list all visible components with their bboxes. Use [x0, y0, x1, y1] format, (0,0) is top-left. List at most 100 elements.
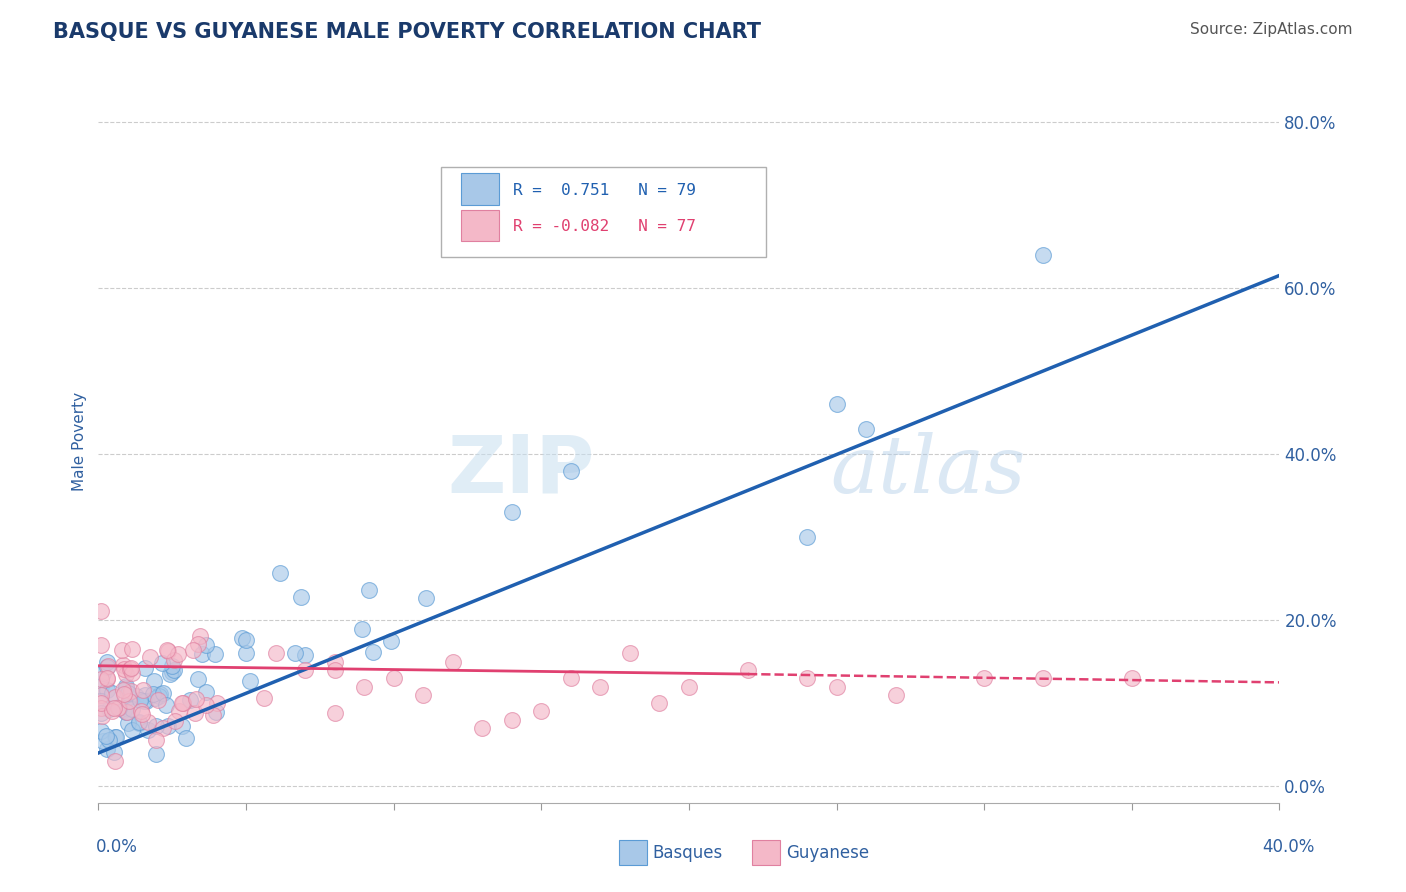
- Point: [112, 687, 135, 701]
- Point: [132, 693, 155, 707]
- Point: [163, 714, 186, 728]
- Point: [104, 730, 127, 744]
- Point: [359, 582, 381, 597]
- Point: [323, 663, 346, 677]
- Text: atlas: atlas: [831, 432, 1026, 509]
- Point: [235, 646, 257, 660]
- Point: [96, 659, 118, 673]
- Point: [269, 566, 291, 581]
- Point: [120, 684, 142, 698]
- Point: [145, 719, 167, 733]
- Point: [120, 661, 142, 675]
- Point: [103, 745, 125, 759]
- Point: [737, 663, 759, 677]
- Point: [145, 690, 167, 705]
- Point: [157, 644, 180, 658]
- Point: [90, 638, 112, 652]
- Point: [117, 716, 139, 731]
- Point: [294, 663, 316, 677]
- Point: [90, 693, 112, 707]
- Point: [264, 646, 287, 660]
- Point: [204, 647, 226, 661]
- Point: [115, 681, 138, 695]
- Point: [145, 732, 167, 747]
- Point: [471, 721, 494, 735]
- Point: [152, 686, 174, 700]
- Point: [560, 671, 582, 685]
- Text: 40.0%: 40.0%: [1263, 838, 1315, 855]
- Point: [101, 704, 124, 718]
- Point: [501, 713, 523, 727]
- Point: [187, 637, 209, 651]
- Text: 0.0%: 0.0%: [96, 838, 138, 855]
- Point: [103, 754, 125, 768]
- FancyBboxPatch shape: [461, 173, 499, 205]
- Point: [118, 690, 141, 704]
- Point: [156, 642, 179, 657]
- Point: [96, 655, 118, 669]
- Point: [134, 660, 156, 674]
- Point: [121, 665, 143, 680]
- Text: Basques: Basques: [652, 844, 723, 862]
- Point: [146, 693, 169, 707]
- Point: [855, 422, 877, 436]
- Point: [353, 680, 375, 694]
- Point: [139, 649, 162, 664]
- Point: [501, 505, 523, 519]
- Point: [323, 655, 346, 669]
- Y-axis label: Male Poverty: Male Poverty: [72, 392, 87, 491]
- Point: [121, 723, 143, 737]
- Point: [132, 683, 155, 698]
- Point: [825, 397, 848, 411]
- Point: [152, 721, 174, 735]
- Point: [163, 653, 186, 667]
- Point: [155, 698, 177, 712]
- FancyBboxPatch shape: [461, 210, 499, 242]
- Point: [207, 696, 229, 710]
- Point: [183, 643, 205, 657]
- Point: [90, 696, 112, 710]
- Point: [415, 591, 437, 606]
- Point: [90, 688, 112, 702]
- Point: [114, 666, 136, 681]
- Point: [172, 696, 194, 710]
- Point: [97, 658, 120, 673]
- Point: [107, 700, 129, 714]
- Point: [100, 686, 122, 700]
- Point: [194, 684, 217, 698]
- Point: [93, 733, 115, 747]
- Point: [91, 709, 114, 723]
- Point: [187, 672, 209, 686]
- Point: [253, 691, 276, 706]
- Point: [619, 646, 641, 660]
- Text: Source: ZipAtlas.com: Source: ZipAtlas.com: [1189, 22, 1353, 37]
- Point: [91, 665, 114, 680]
- Point: [142, 686, 165, 700]
- Point: [361, 645, 384, 659]
- Point: [796, 530, 818, 544]
- Point: [104, 731, 127, 745]
- Point: [121, 702, 143, 716]
- Point: [231, 631, 253, 645]
- Text: ZIP: ZIP: [447, 432, 595, 509]
- Point: [90, 679, 112, 693]
- Point: [884, 688, 907, 702]
- Point: [112, 703, 135, 717]
- Point: [170, 719, 193, 733]
- Point: [352, 622, 374, 636]
- Point: [96, 671, 118, 685]
- Point: [115, 705, 138, 719]
- Point: [174, 731, 197, 745]
- Point: [239, 674, 262, 689]
- Point: [136, 714, 159, 729]
- Point: [117, 686, 139, 700]
- Point: [104, 690, 127, 705]
- Point: [195, 698, 218, 712]
- Point: [96, 672, 118, 686]
- Point: [90, 724, 112, 739]
- Point: [201, 707, 224, 722]
- Point: [190, 628, 212, 642]
- Point: [382, 671, 405, 685]
- Text: BASQUE VS GUYANESE MALE POVERTY CORRELATION CHART: BASQUE VS GUYANESE MALE POVERTY CORRELAT…: [53, 22, 762, 42]
- Point: [115, 705, 138, 719]
